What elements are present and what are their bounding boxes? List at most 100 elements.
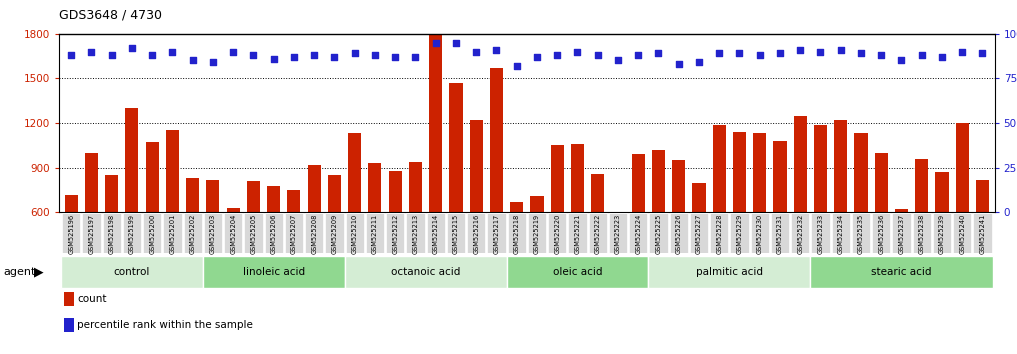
Bar [652, 150, 665, 302]
Point [549, 52, 565, 58]
Bar [64, 195, 77, 302]
Text: GSM525215: GSM525215 [453, 213, 459, 254]
Text: GDS3648 / 4730: GDS3648 / 4730 [59, 9, 162, 22]
Point [165, 48, 181, 54]
Text: GSM525234: GSM525234 [838, 213, 844, 254]
Point [893, 58, 909, 63]
Bar [247, 181, 260, 302]
Bar [450, 83, 463, 302]
FancyBboxPatch shape [528, 213, 546, 253]
Bar [388, 171, 402, 302]
Bar [754, 133, 766, 302]
Point [104, 52, 120, 58]
Text: GSM525240: GSM525240 [959, 213, 965, 254]
Bar [875, 153, 888, 302]
FancyBboxPatch shape [325, 213, 344, 253]
FancyBboxPatch shape [305, 213, 323, 253]
Text: linoleic acid: linoleic acid [243, 267, 305, 277]
FancyBboxPatch shape [202, 256, 345, 288]
Bar [834, 120, 847, 302]
Point [934, 54, 950, 60]
Bar [550, 145, 563, 302]
FancyBboxPatch shape [507, 213, 526, 253]
FancyBboxPatch shape [164, 213, 181, 253]
Bar [145, 142, 159, 302]
Bar [348, 133, 361, 302]
FancyBboxPatch shape [953, 213, 971, 253]
Bar [186, 178, 199, 302]
Bar [511, 202, 524, 302]
Text: control: control [114, 267, 151, 277]
Point [447, 40, 464, 45]
Text: GSM525230: GSM525230 [757, 213, 763, 254]
FancyBboxPatch shape [710, 213, 728, 253]
Text: GSM525200: GSM525200 [149, 213, 156, 254]
Point [265, 56, 282, 62]
Text: count: count [77, 294, 107, 304]
FancyBboxPatch shape [771, 213, 789, 253]
Point [731, 51, 747, 56]
FancyBboxPatch shape [506, 256, 648, 288]
Point [631, 52, 647, 58]
Text: GSM525238: GSM525238 [918, 213, 924, 254]
FancyBboxPatch shape [892, 213, 910, 253]
Bar [288, 190, 300, 302]
Point [347, 51, 363, 56]
Text: GSM525237: GSM525237 [898, 213, 904, 254]
Bar [490, 68, 503, 302]
Bar [693, 183, 706, 302]
Text: GSM525236: GSM525236 [879, 213, 884, 254]
FancyBboxPatch shape [973, 213, 992, 253]
Bar [611, 218, 624, 302]
Point [711, 51, 727, 56]
Text: stearic acid: stearic acid [872, 267, 932, 277]
FancyBboxPatch shape [669, 213, 687, 253]
Point [833, 47, 849, 52]
FancyBboxPatch shape [82, 213, 101, 253]
FancyBboxPatch shape [467, 213, 485, 253]
Bar [105, 175, 118, 302]
FancyBboxPatch shape [609, 213, 627, 253]
Point [204, 59, 221, 65]
FancyBboxPatch shape [123, 213, 141, 253]
Point [306, 52, 322, 58]
Point [326, 54, 343, 60]
Point [367, 52, 383, 58]
FancyBboxPatch shape [426, 213, 444, 253]
Text: GSM525202: GSM525202 [189, 213, 195, 254]
Text: percentile rank within the sample: percentile rank within the sample [77, 320, 253, 330]
Bar [307, 165, 320, 302]
Bar [773, 141, 786, 302]
Text: GSM525209: GSM525209 [332, 213, 338, 254]
Text: GSM525233: GSM525233 [818, 213, 824, 254]
Bar [530, 196, 543, 302]
Bar [591, 174, 604, 302]
FancyBboxPatch shape [933, 213, 951, 253]
FancyBboxPatch shape [183, 213, 201, 253]
Point [913, 52, 930, 58]
Text: GSM525216: GSM525216 [473, 213, 479, 254]
Text: GSM525223: GSM525223 [615, 213, 621, 254]
Text: GSM525241: GSM525241 [979, 213, 985, 254]
Bar [793, 115, 806, 302]
FancyBboxPatch shape [244, 213, 262, 253]
Bar [733, 132, 746, 302]
Bar [125, 108, 138, 302]
Text: GSM525203: GSM525203 [210, 213, 216, 254]
Bar [854, 133, 868, 302]
FancyBboxPatch shape [912, 213, 931, 253]
Point [650, 51, 666, 56]
Point [184, 58, 200, 63]
Point [245, 52, 261, 58]
Bar [470, 120, 483, 302]
Text: GSM525197: GSM525197 [88, 213, 95, 254]
Point [792, 47, 809, 52]
Text: GSM525239: GSM525239 [939, 213, 945, 254]
FancyBboxPatch shape [730, 213, 749, 253]
Text: GSM525227: GSM525227 [696, 213, 702, 254]
FancyBboxPatch shape [791, 213, 810, 253]
Text: GSM525218: GSM525218 [514, 213, 520, 254]
Point [407, 54, 423, 60]
Bar [227, 208, 240, 302]
Point [124, 45, 140, 51]
